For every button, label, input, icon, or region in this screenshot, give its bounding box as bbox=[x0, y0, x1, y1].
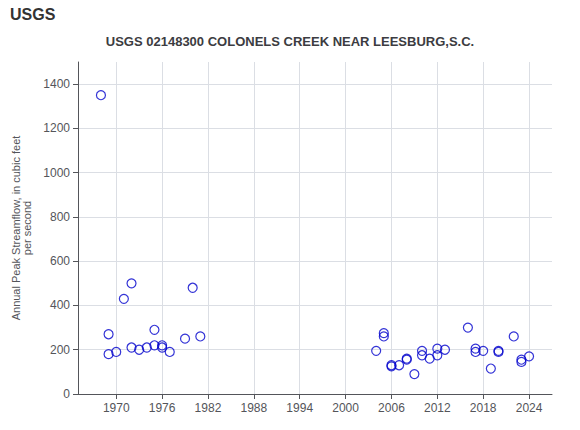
svg-text:800: 800 bbox=[50, 210, 70, 224]
svg-text:per second: per second bbox=[21, 201, 33, 255]
svg-text:2000: 2000 bbox=[332, 401, 359, 415]
svg-text:1988: 1988 bbox=[240, 401, 267, 415]
svg-text:1000: 1000 bbox=[43, 166, 70, 180]
svg-text:1982: 1982 bbox=[195, 401, 222, 415]
svg-text:2024: 2024 bbox=[516, 401, 543, 415]
svg-text:1970: 1970 bbox=[103, 401, 130, 415]
svg-text:USGS: USGS bbox=[10, 6, 56, 23]
svg-text:1400: 1400 bbox=[43, 77, 70, 91]
svg-text:USGS 02148300 COLONELS CREEK N: USGS 02148300 COLONELS CREEK NEAR LEESBU… bbox=[106, 34, 474, 49]
svg-text:1200: 1200 bbox=[43, 121, 70, 135]
svg-text:1994: 1994 bbox=[286, 401, 313, 415]
svg-text:1976: 1976 bbox=[149, 401, 176, 415]
svg-text:2018: 2018 bbox=[470, 401, 497, 415]
svg-text:2006: 2006 bbox=[378, 401, 405, 415]
svg-text:2012: 2012 bbox=[424, 401, 451, 415]
svg-text:0: 0 bbox=[63, 387, 70, 401]
svg-text:200: 200 bbox=[50, 343, 70, 357]
svg-text:400: 400 bbox=[50, 298, 70, 312]
svg-text:Annual Peak Streamflow, in cub: Annual Peak Streamflow, in cubic feet bbox=[9, 135, 22, 321]
svg-text:600: 600 bbox=[50, 254, 70, 268]
